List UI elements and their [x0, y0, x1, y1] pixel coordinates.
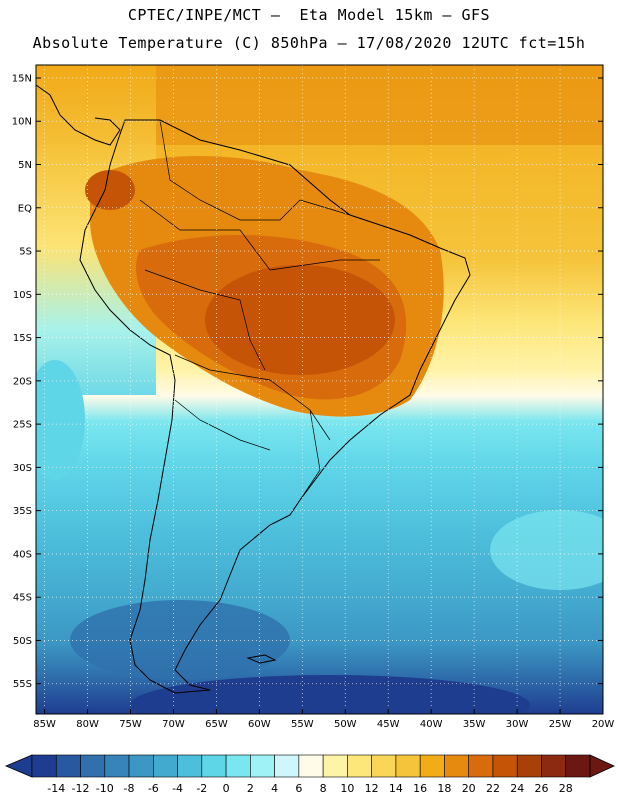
chart-title: CPTEC/INPE/MCT – Eta Model 15km – GFS	[127, 6, 491, 24]
country-borders	[139, 119, 380, 501]
colorbar-tick-label: 28	[559, 782, 573, 795]
colorbar-swatch	[298, 754, 324, 778]
longitude-labels: 85W 80W 75W 70W 65W 60W 55W 50W 45W 40W 35W 30W 25W 2…	[33, 719, 614, 730]
lon-label: 60W	[248, 719, 271, 730]
colorbar-tick-label: 24	[510, 782, 524, 795]
colorbar-tick-label: 14	[389, 782, 403, 795]
colorbar-swatch	[347, 754, 372, 778]
lat-label: 45S	[13, 593, 32, 604]
lat-label: 15S	[13, 333, 32, 344]
lon-label: 65W	[205, 719, 228, 730]
colorbar-tick-label: -12	[72, 782, 90, 795]
colorbar-tick-label: -6	[148, 782, 159, 795]
colorbar-tick-label: 12	[365, 782, 379, 795]
colorbar-swatch	[468, 754, 494, 778]
colorbar-tick-label: 20	[462, 782, 476, 795]
colorbar-arrow-high	[589, 754, 615, 778]
lon-label: 85W	[33, 719, 56, 730]
colorbar-tick-label: 6	[295, 782, 302, 795]
colorbar-tick-label: 18	[437, 782, 451, 795]
colorbar: -14 -12 -10 -8 -6 -4 -2 0 2 4 6 8 10 12 14 16 18 20 22 24 26…	[4, 754, 615, 795]
lon-label: 45W	[377, 719, 400, 730]
colorbar-swatch	[395, 754, 421, 778]
colorbar-tick-label: 26	[534, 782, 548, 795]
colorbar-swatch	[516, 754, 542, 778]
colorbar-swatch	[274, 754, 300, 778]
colorbar-arrow-low	[4, 754, 33, 778]
colorbar-swatch	[565, 754, 591, 778]
colorbar-swatch	[444, 754, 469, 778]
lat-label: 10S	[13, 290, 32, 301]
colorbar-tick-label: -4	[172, 782, 183, 795]
colorbar-tick-label: 22	[486, 782, 500, 795]
lat-label: 40S	[13, 549, 32, 560]
colorbar-swatch	[177, 754, 203, 778]
lon-label: 30W	[506, 719, 529, 730]
lon-label: 70W	[162, 719, 185, 730]
colorbar-swatch	[322, 754, 348, 778]
lon-label: 20W	[592, 719, 615, 730]
lon-label: 75W	[119, 719, 142, 730]
lat-label: 20S	[13, 376, 32, 387]
colorbar-tick-label: 0	[223, 782, 230, 795]
lat-label: 5S	[19, 247, 32, 258]
lat-label: EQ	[18, 203, 32, 214]
falkland-islands	[246, 654, 277, 664]
colorbar-swatch	[80, 754, 106, 778]
lat-label: 5N	[18, 160, 32, 171]
lat-label: 30S	[13, 463, 32, 474]
coastline-central-america	[35, 84, 121, 146]
colorbar-swatch	[104, 754, 130, 778]
colorbar-tick-label: -8	[124, 782, 135, 795]
lat-label: 50S	[13, 636, 32, 647]
map-frame	[35, 64, 604, 715]
coastline-south-america	[79, 119, 471, 694]
colorbar-swatch	[541, 754, 567, 778]
lat-label: 10N	[12, 117, 32, 128]
colorbar-swatch	[371, 754, 397, 778]
colorbar-tick-label: -14	[47, 782, 65, 795]
lon-label: 35W	[463, 719, 486, 730]
colorbar-tick-label: -10	[96, 782, 114, 795]
lat-label: 15N	[12, 73, 32, 84]
colorbar-tick-label: 8	[320, 782, 327, 795]
colorbar-tick-label: 4	[271, 782, 278, 795]
colorbar-swatch	[31, 754, 57, 778]
lon-label: 50W	[334, 719, 357, 730]
lat-label: 25S	[13, 420, 32, 431]
temperature-field	[36, 65, 603, 714]
colorbar-tick-label: 16	[413, 782, 427, 795]
colorbar-swatch	[419, 754, 445, 778]
lat-label: 35S	[13, 506, 32, 517]
colorbar-swatch	[153, 754, 178, 778]
colorbar-swatch	[492, 754, 518, 778]
colorbar-swatch	[128, 754, 154, 778]
chart-subtitle: Absolute Temperature (C) 850hPa – 17/08/…	[32, 34, 586, 52]
colorbar-tick-label: 10	[340, 782, 354, 795]
lon-label: 55W	[291, 719, 314, 730]
latitude-labels: 15N 10N 5N EQ 5S 10S 15S 20S 25S 30S 35S 40S 45S 50S 5…	[12, 73, 32, 690]
colorbar-swatch	[250, 754, 275, 778]
colorbar-swatch	[225, 754, 251, 778]
colorbar-tick-label: -2	[196, 782, 207, 795]
colorbar-swatch	[55, 754, 81, 778]
colorbar-swatch	[201, 754, 227, 778]
lon-label: 25W	[549, 719, 572, 730]
lat-label: 55S	[13, 679, 32, 690]
lon-label: 40W	[420, 719, 443, 730]
colorbar-tick-label: 2	[247, 782, 254, 795]
lon-label: 80W	[76, 719, 99, 730]
